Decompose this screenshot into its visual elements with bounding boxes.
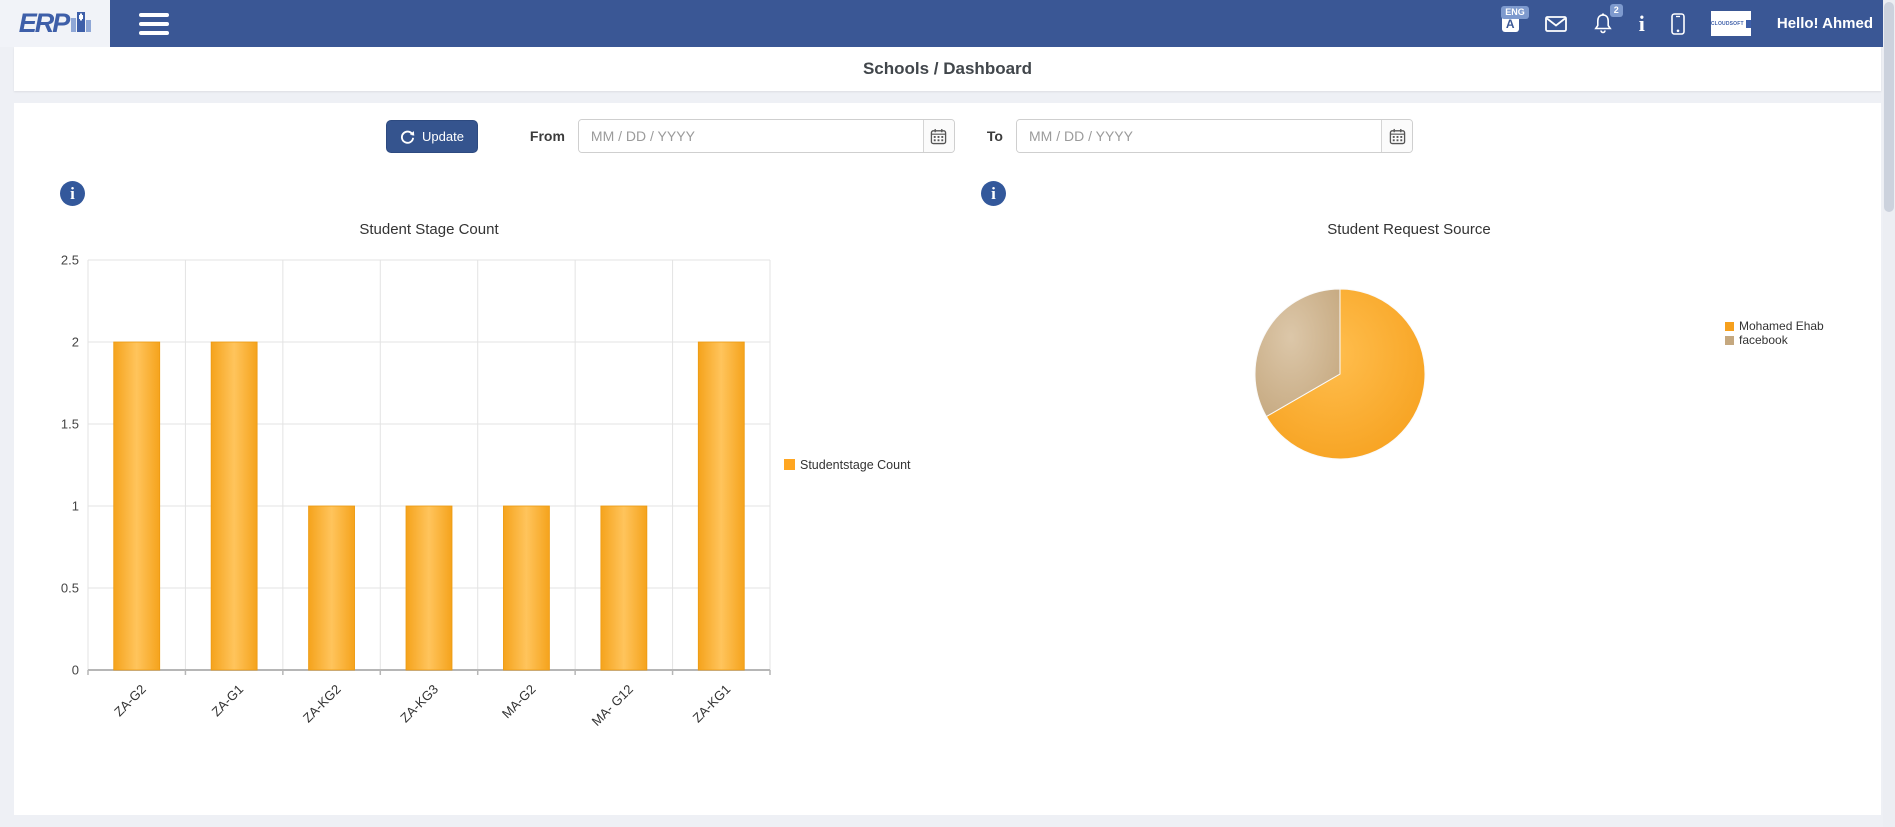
from-date-group (577, 119, 955, 153)
stage-count-info-icon[interactable]: i (60, 181, 85, 206)
svg-text:ZA-KG3: ZA-KG3 (397, 682, 441, 726)
svg-text:facebook: facebook (1739, 333, 1789, 347)
from-label: From (529, 128, 565, 144)
svg-text:0.5: 0.5 (61, 581, 79, 596)
date-filter-row: Update From To (386, 103, 1881, 153)
language-icon[interactable]: A ENG (1501, 6, 1529, 32)
to-date-group (1016, 119, 1413, 153)
svg-text:1.5: 1.5 (61, 417, 79, 432)
svg-text:ZA-G2: ZA-G2 (111, 682, 149, 720)
language-badge: ENG (1501, 6, 1529, 19)
svg-text:0: 0 (72, 663, 79, 678)
scrollbar-thumb[interactable] (1884, 2, 1894, 212)
svg-text:Student Request Source: Student Request Source (1327, 221, 1490, 238)
company-avatar[interactable]: CLOUDSOFT (1710, 11, 1751, 36)
notifications-bell-icon[interactable]: 2 (1593, 3, 1623, 35)
refresh-icon (400, 129, 415, 144)
avatar-logo-square (1745, 19, 1751, 28)
update-button[interactable]: Update (386, 119, 478, 153)
user-greeting: Hello! Ahmed (1776, 15, 1873, 32)
svg-text:ZA-KG2: ZA-KG2 (300, 682, 344, 726)
erp-logo-text: ERP (18, 8, 71, 38)
mobile-icon[interactable] (1671, 12, 1685, 35)
dashboard-panel: Update From To (14, 103, 1881, 815)
svg-text:Mohamed Ehab: Mohamed Ehab (1739, 319, 1824, 333)
language-glyph: A (1501, 15, 1519, 32)
svg-text:MA- G12: MA- G12 (589, 682, 636, 729)
svg-text:1: 1 (72, 499, 79, 514)
update-button-label: Update (422, 128, 464, 144)
svg-text:ZA-KG1: ZA-KG1 (690, 682, 734, 726)
svg-text:2: 2 (72, 335, 79, 350)
mail-icon[interactable] (1544, 15, 1567, 32)
svg-text:Studentstage Count: Studentstage Count (800, 458, 911, 472)
charts-row: i Student Stage Count 0 0.5 1 1.5 2 2.5 ZA-G2 ZA… (14, 181, 1881, 753)
from-calendar-icon[interactable] (922, 120, 954, 152)
page-scrollbar[interactable] (1883, 0, 1895, 827)
student-request-source-pie-chart[interactable]: Student Request Source Mohamed Ehabfacebo… (949, 208, 1869, 753)
student-stage-count-bar-chart[interactable]: Student Stage Count 0 0.5 1 1.5 2 2.5 ZA-G2 ZA-G… (14, 208, 914, 753)
info-icon[interactable]: i (1638, 10, 1645, 36)
to-date-input[interactable] (1017, 120, 1381, 152)
menu-toggle-icon[interactable] (124, 0, 184, 47)
notification-count-badge: 2 (1609, 3, 1623, 17)
request-source-info-icon[interactable]: i (981, 181, 1006, 206)
top-navbar: ERP A ENG (0, 0, 1895, 47)
to-calendar-icon[interactable] (1381, 120, 1412, 152)
svg-text:ZA-G1: ZA-G1 (209, 682, 247, 720)
request-source-widget: i Student Request Source Mohamed Ehab face… (949, 181, 1879, 753)
svg-text:MA-G2: MA-G2 (499, 682, 539, 722)
navbar-actions: A ENG 2 i CL (1501, 3, 1895, 36)
erp-logo[interactable]: ERP (0, 0, 110, 47)
to-label: To (986, 128, 1003, 144)
avatar-label: CLOUDSOFT (1710, 20, 1744, 27)
page-title: Schools / Dashboard (862, 59, 1033, 78)
from-date-input[interactable] (578, 120, 923, 152)
stage-count-widget: i Student Stage Count 0 0.5 1 1.5 2 2.5 ZA-G2 ZA… (14, 181, 949, 753)
breadcrumb-bar: Schools / Dashboard (14, 47, 1881, 91)
svg-text:Student Stage Count: Student Stage Count (359, 221, 499, 238)
svg-text:2.5: 2.5 (61, 253, 79, 268)
erp-building-icon (71, 10, 92, 37)
